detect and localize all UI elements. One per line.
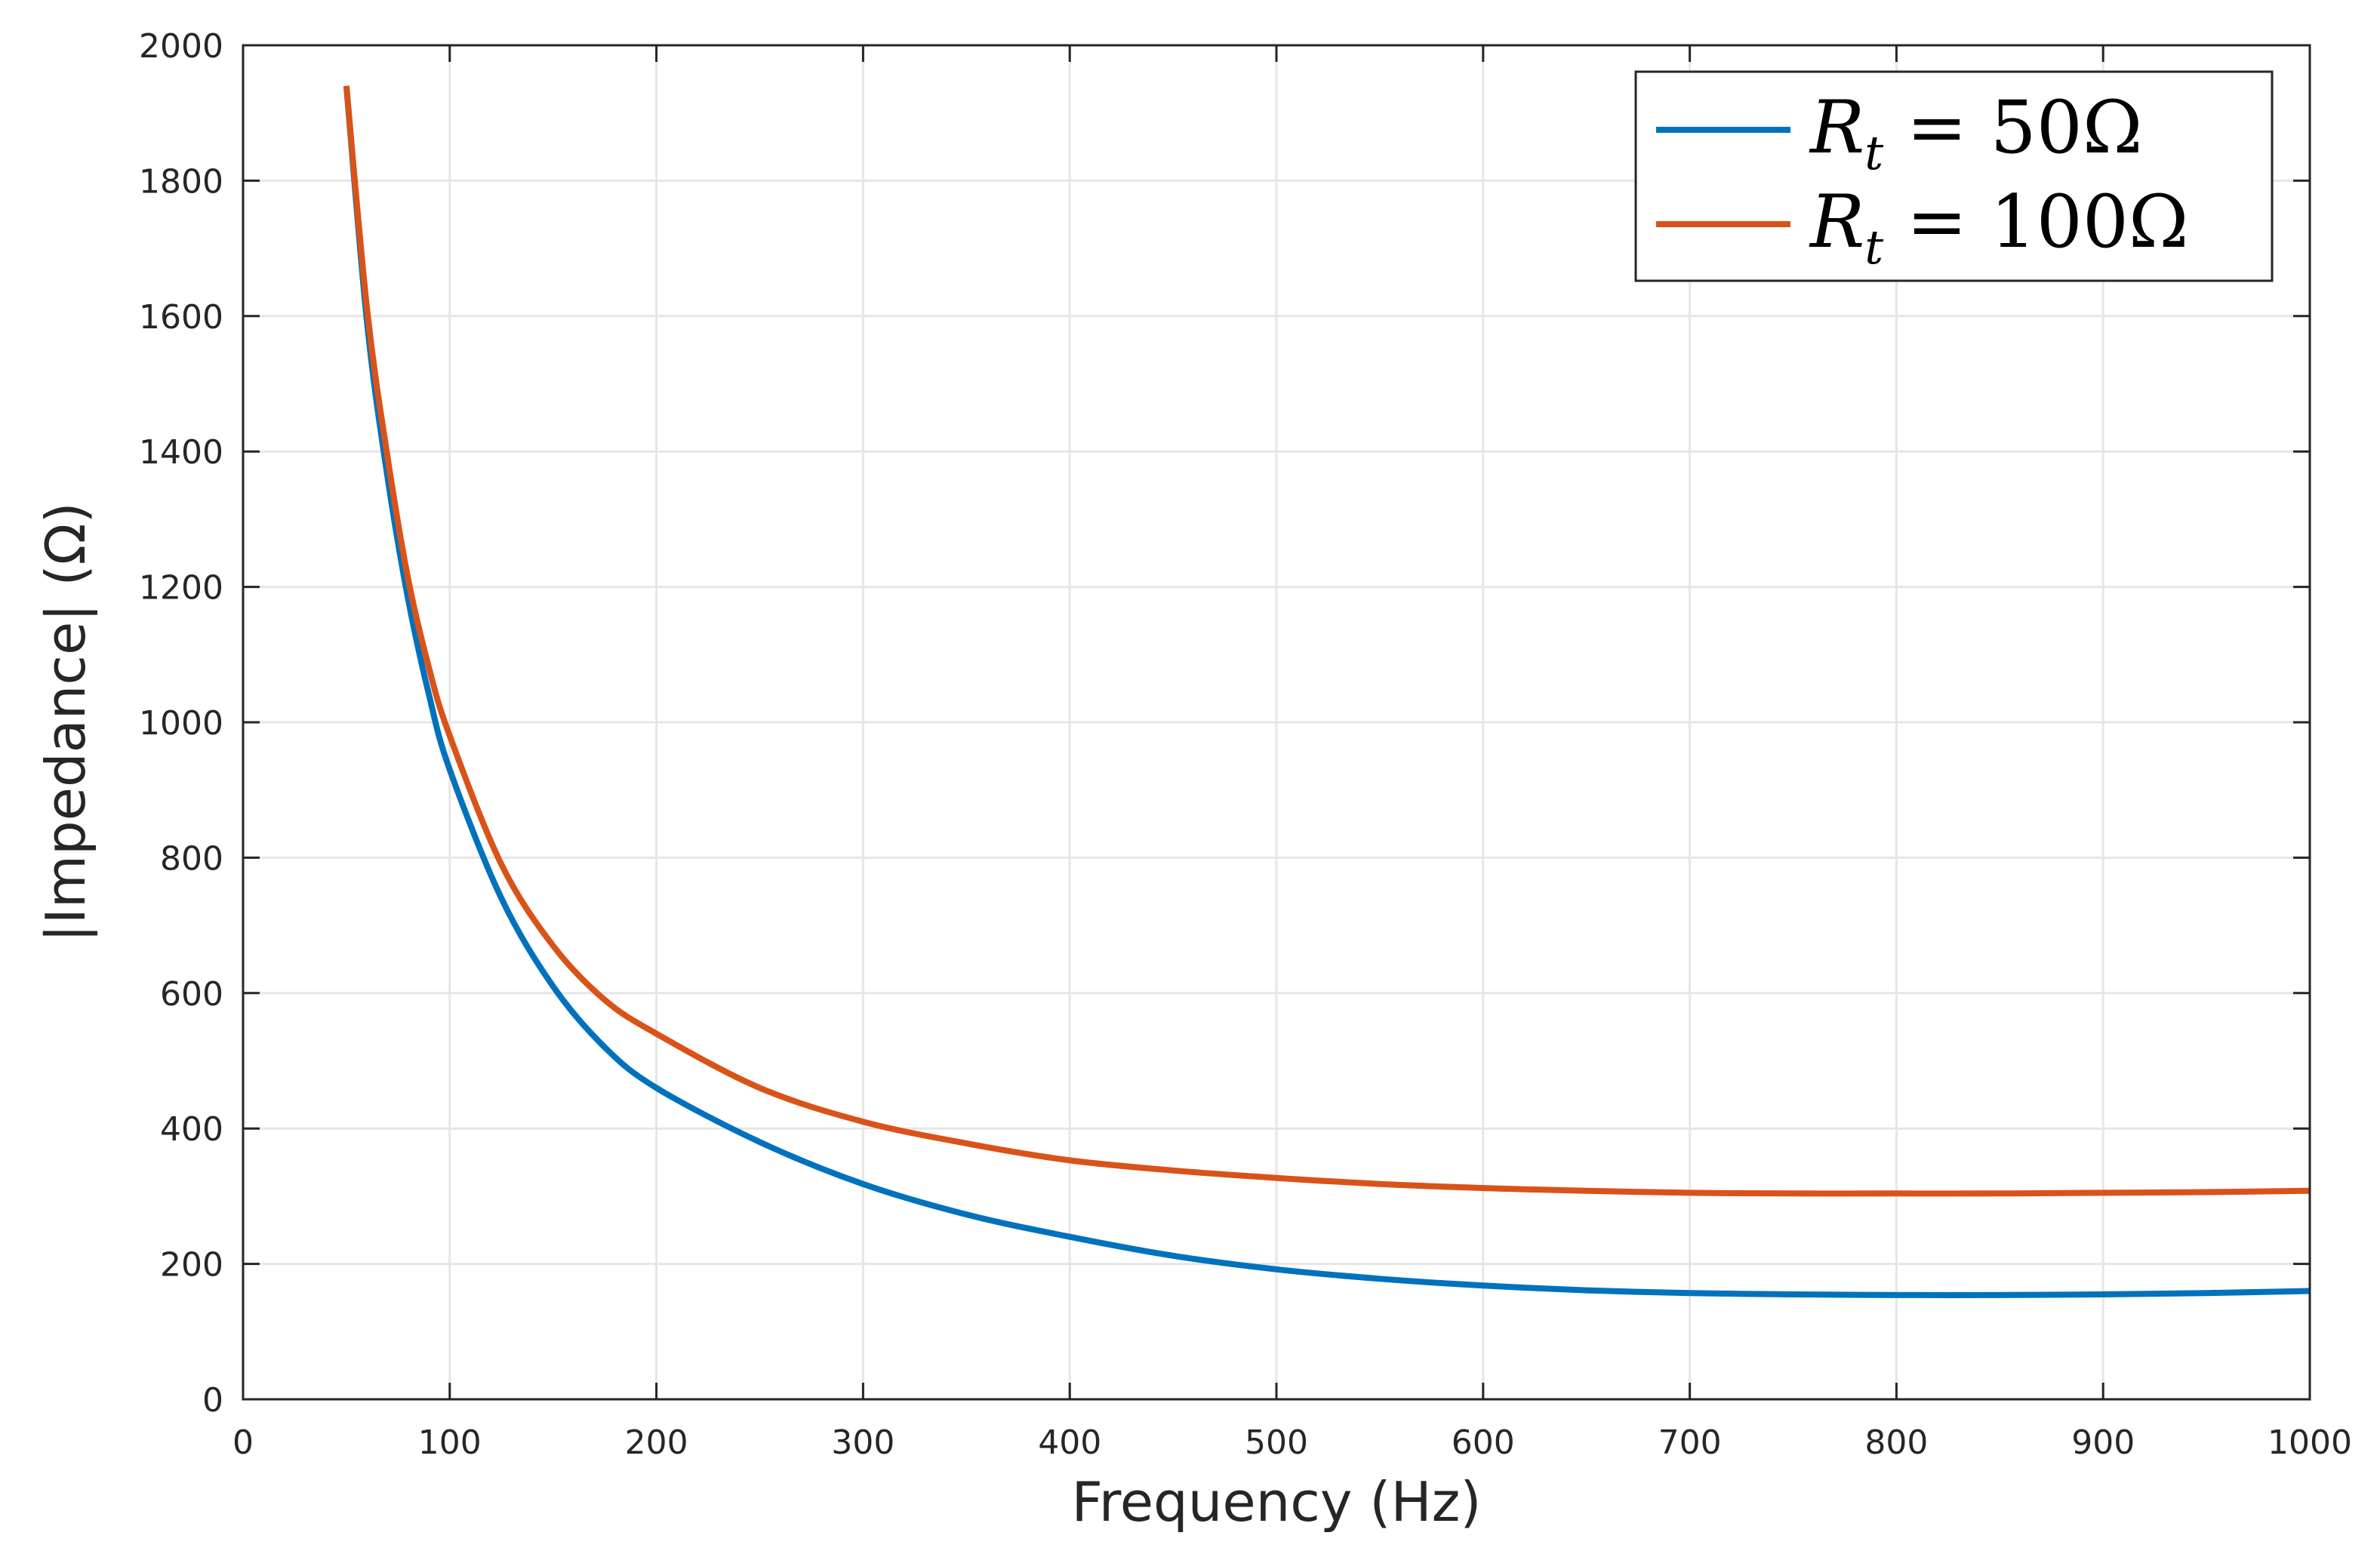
legend-label-rt-100-sub: t	[1864, 220, 1883, 275]
legend-label-rt-50: Rt = 50Ω	[1809, 85, 2142, 180]
legend-label-rt-100: Rt = 100Ω	[1809, 180, 2189, 275]
x-tick-label: 0	[232, 1423, 254, 1462]
y-tick-label: 0	[202, 1381, 223, 1420]
tick-labels: 0 100 200 300 400 500 600 700 800 900 1000 0 200 400 6…	[139, 27, 2352, 1462]
x-tick-label: 100	[418, 1423, 482, 1462]
y-tick-label: 1800	[139, 162, 223, 201]
y-tick-label: 1400	[139, 433, 223, 472]
legend-label-rt-100-rest: = 100Ω	[1883, 180, 2188, 264]
y-tick-label: 600	[160, 975, 223, 1014]
legend-label-rt-50-main: R	[1809, 85, 1864, 170]
x-tick-label: 800	[1864, 1423, 1928, 1462]
y-tick-label: 1600	[139, 298, 223, 337]
x-tick-label: 400	[1038, 1423, 1101, 1462]
legend-label-rt-50-sub: t	[1864, 125, 1883, 180]
x-tick-label: 700	[1658, 1423, 1722, 1462]
y-axis-title: |Impedance| (Ω)	[34, 502, 98, 942]
x-tick-label: 600	[1452, 1423, 1515, 1462]
x-tick-label: 300	[831, 1423, 894, 1462]
y-tick-label: 2000	[139, 27, 223, 66]
legend: Rt = 50Ω Rt = 100Ω	[1634, 70, 2274, 282]
series-line-rt-50	[343, 85, 2311, 1298]
y-tick-label: 200	[160, 1246, 223, 1285]
y-tick-label: 400	[160, 1110, 223, 1149]
legend-label-rt-100-main: R	[1809, 180, 1864, 264]
x-tick-label: 500	[1245, 1423, 1308, 1462]
x-tick-label: 900	[2071, 1423, 2135, 1462]
y-tick-label: 1200	[139, 569, 223, 608]
y-tick-label: 1000	[139, 704, 223, 743]
legend-label-rt-50-rest: = 50Ω	[1883, 85, 2142, 170]
x-tick-label: 1000	[2268, 1423, 2352, 1462]
series-lines	[343, 85, 2311, 1298]
axes-box	[242, 44, 2311, 1401]
legend-box	[1634, 70, 2274, 282]
x-tick-label: 200	[625, 1423, 688, 1462]
series-line-rt-100	[343, 85, 2311, 1197]
x-axis-title: Frequency (Hz)	[1072, 1470, 1482, 1534]
y-tick-label: 800	[160, 839, 223, 878]
